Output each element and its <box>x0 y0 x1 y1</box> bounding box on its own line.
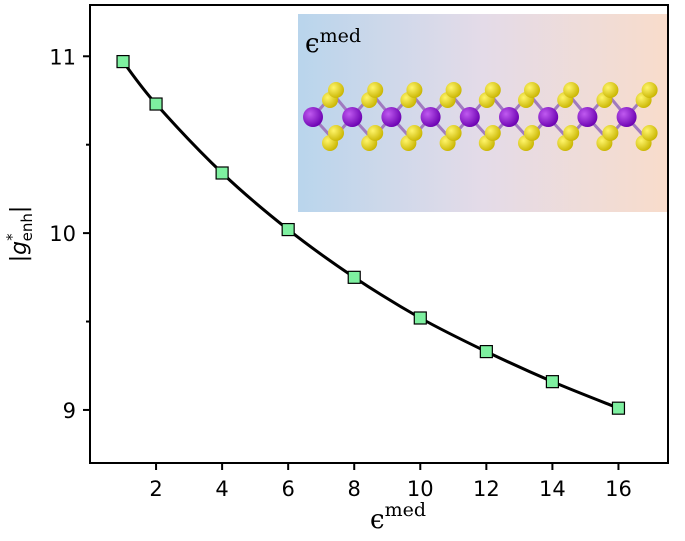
atom-m <box>381 107 402 127</box>
marker <box>116 54 130 69</box>
atom-s <box>328 82 344 98</box>
atom-m <box>420 107 441 127</box>
x-tick-label: 6 <box>281 477 294 501</box>
y-tick-label: 9 <box>63 399 76 423</box>
atom-m <box>616 107 637 127</box>
y-label-open: | <box>7 255 32 262</box>
x-label-sup: med <box>385 499 426 521</box>
x-tick-label: 14 <box>539 477 566 501</box>
atom-s <box>406 125 423 141</box>
atom-s <box>445 125 462 141</box>
y-tick-label: 11 <box>49 45 76 69</box>
atom-m <box>538 107 559 127</box>
atom-s <box>406 82 423 98</box>
atom-m <box>499 107 519 127</box>
atom-m <box>342 107 363 127</box>
atom-s <box>563 82 580 98</box>
atom-s <box>524 125 540 141</box>
marker <box>611 401 626 415</box>
marker <box>347 270 361 284</box>
atom-s <box>602 125 619 141</box>
atom-s <box>367 125 384 141</box>
y-label-sup: * <box>3 233 21 241</box>
atom-s <box>524 82 540 98</box>
marker <box>149 97 163 111</box>
y-label-sub: enh <box>18 213 36 241</box>
x-tick-label: 8 <box>348 477 361 501</box>
molecule <box>303 82 658 151</box>
atom-s <box>641 82 658 98</box>
atom-m <box>577 107 598 127</box>
x-tick-label: 4 <box>215 477 228 501</box>
atom-m <box>459 107 480 127</box>
y-axis-label: |g*enh| <box>3 206 36 263</box>
atom-m <box>303 107 323 127</box>
x-tick-label: 2 <box>149 477 162 501</box>
atom-s <box>367 82 384 98</box>
atom-s <box>328 125 344 141</box>
x-tick-label: 10 <box>407 477 434 501</box>
atom-s <box>563 125 580 141</box>
inset-label-sup: med <box>320 25 361 47</box>
atom-s <box>484 82 501 98</box>
marker <box>479 344 493 359</box>
atom-s <box>445 82 462 98</box>
marker <box>545 375 560 389</box>
atom-s <box>641 125 658 141</box>
x-tick-label: 12 <box>473 477 500 501</box>
x-tick-label: 16 <box>605 477 632 501</box>
marker <box>281 222 295 237</box>
y-tick-label: 10 <box>49 222 76 246</box>
y-label-base: g <box>7 241 32 255</box>
atom-s <box>602 82 619 98</box>
y-label-close: | <box>7 206 32 213</box>
inset-label: ϵmed <box>305 25 361 59</box>
inset-label-base: ϵ <box>305 29 320 59</box>
atom-s <box>484 125 501 141</box>
marker <box>215 166 229 180</box>
x-axis-label: ϵmed <box>370 499 426 535</box>
x-label-base: ϵ <box>370 505 385 535</box>
marker <box>413 311 427 325</box>
